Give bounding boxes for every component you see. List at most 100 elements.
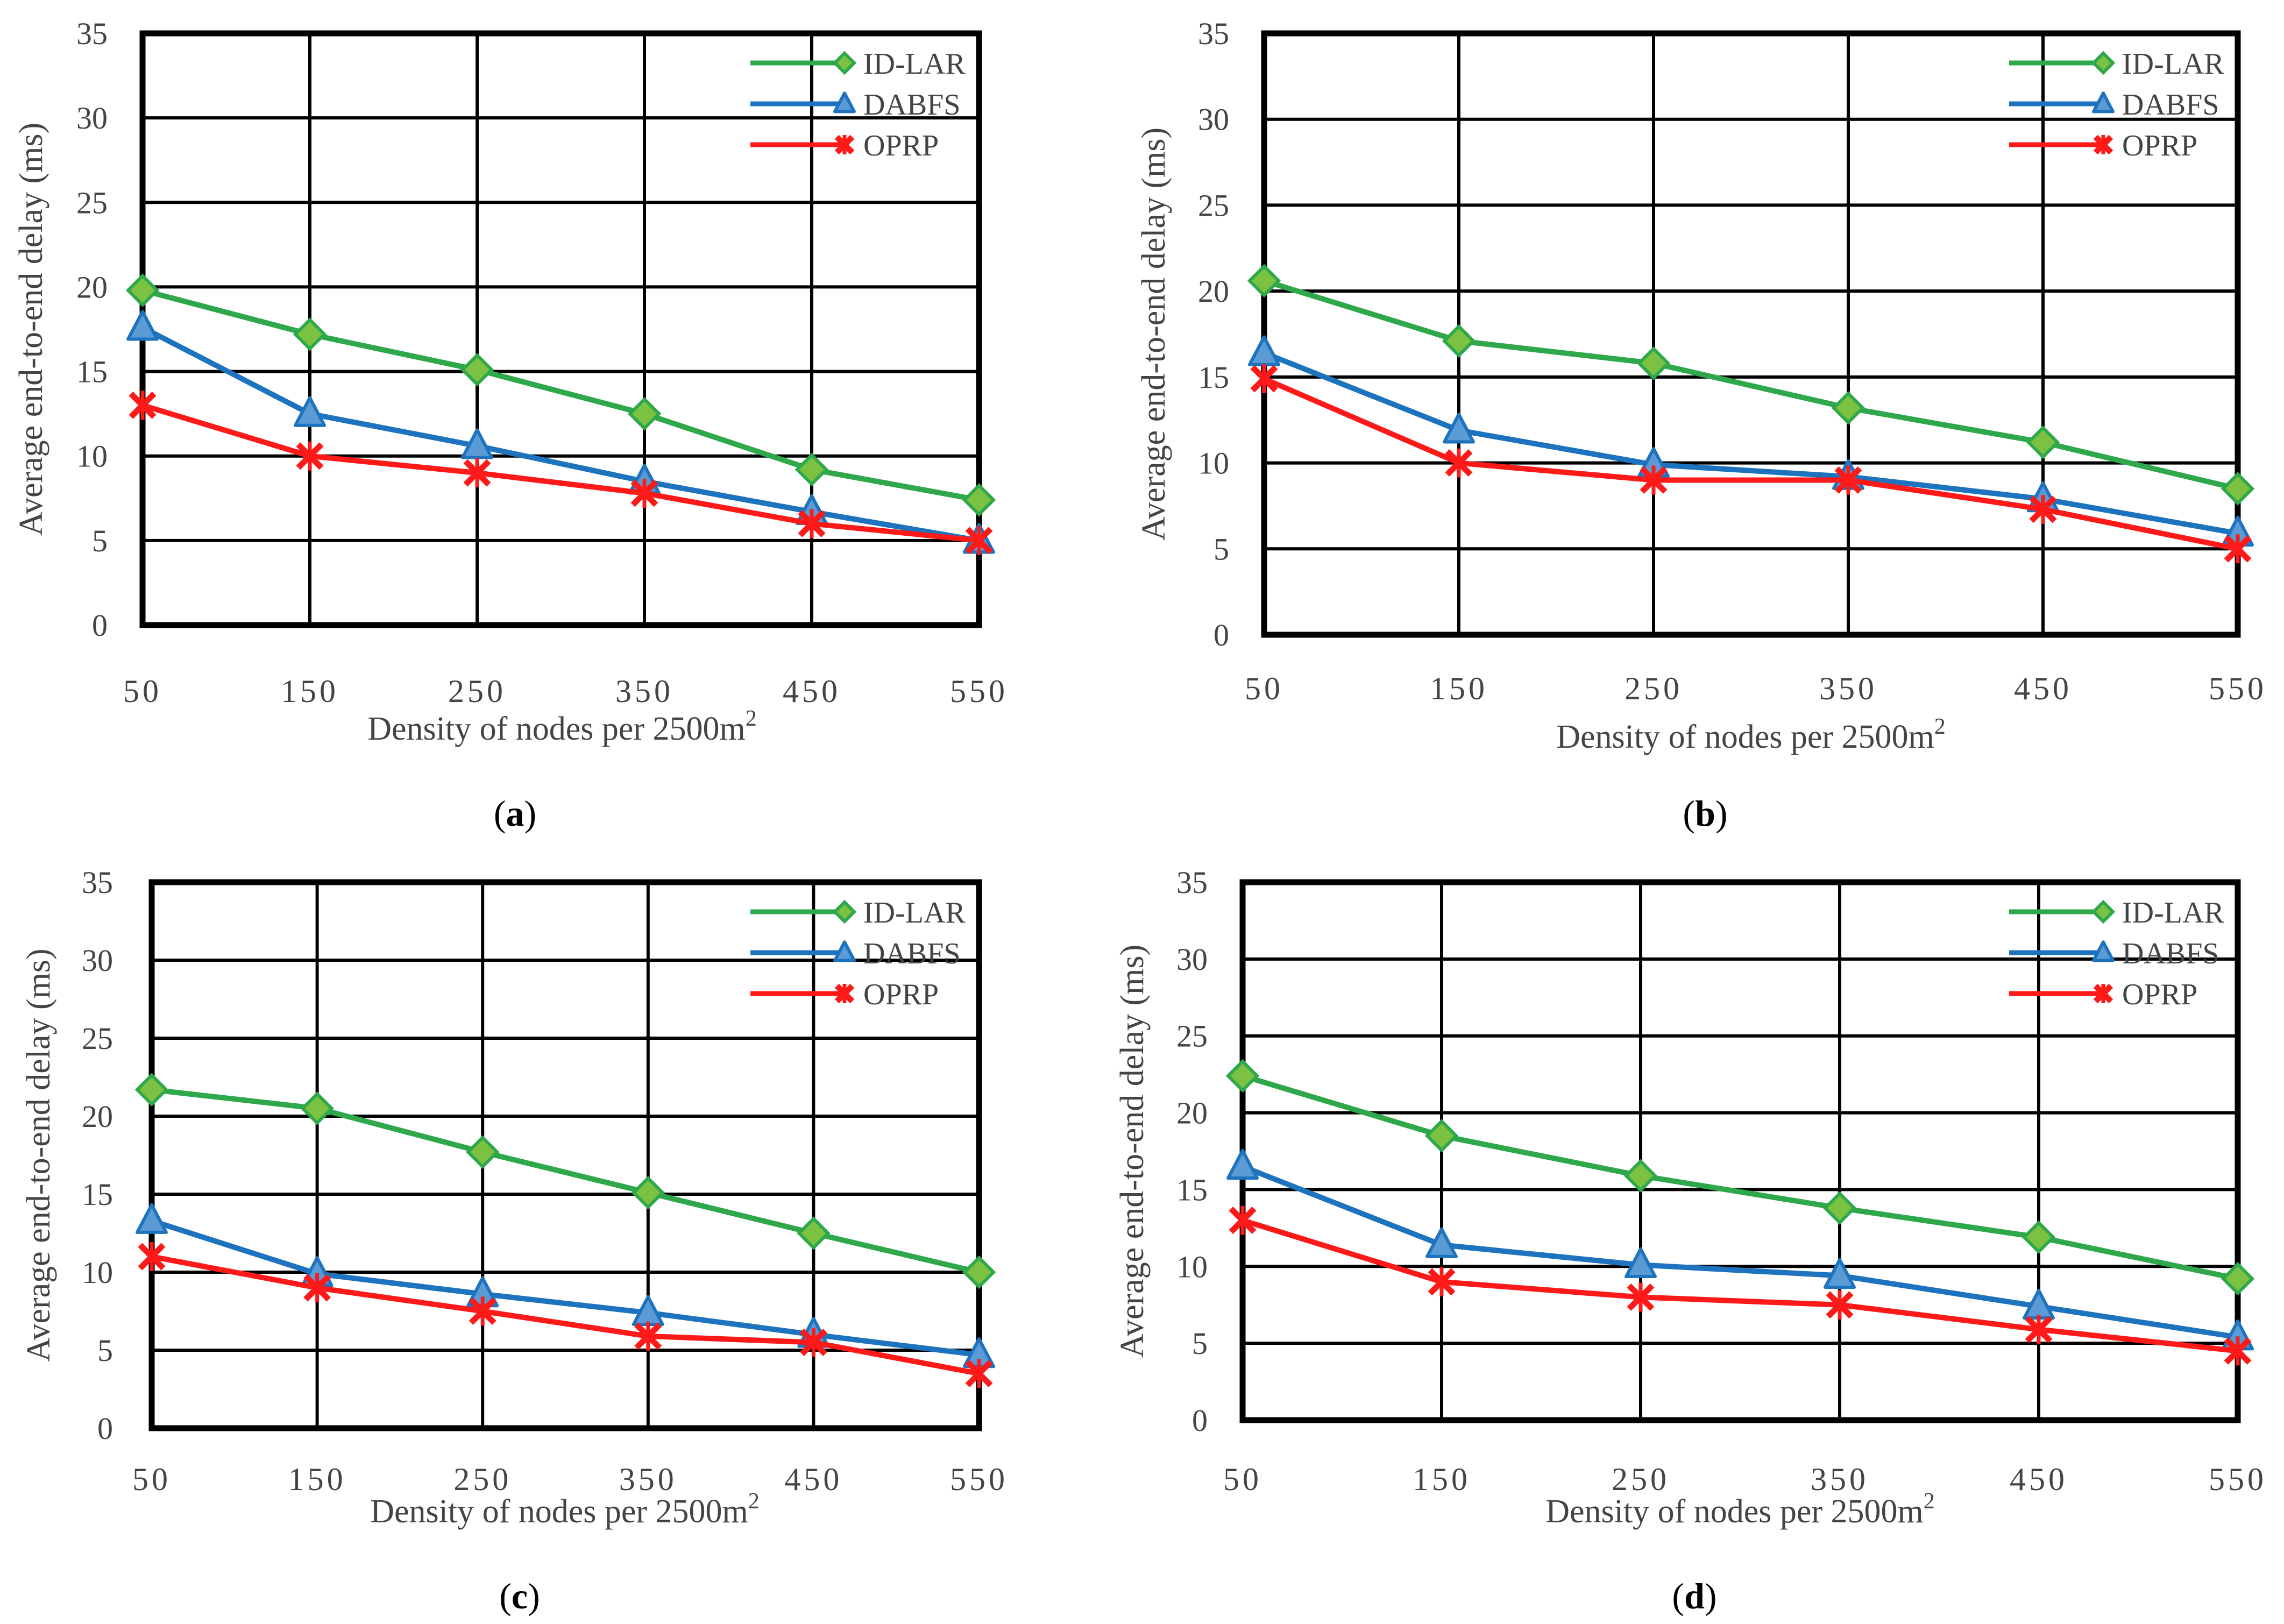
y-tick-label: 35 [82, 865, 113, 900]
data-point [1229, 1205, 1257, 1235]
x-tick-label: 150 [288, 1462, 346, 1497]
series-line [1240, 1217, 2240, 1354]
y-tick-label: 30 [1176, 942, 1208, 977]
y-tick-label: 35 [1176, 865, 1208, 900]
series-line [1261, 376, 2240, 552]
series-dabfs [1248, 335, 2254, 547]
legend-item-oprp: OPRP [2009, 978, 2197, 1011]
x-tick-label: 250 [1625, 671, 1683, 706]
panel-label: (b) [1683, 793, 1727, 834]
panel-label: (a) [494, 793, 536, 834]
data-point [1425, 1227, 1458, 1258]
legend-marker [2091, 51, 2116, 75]
data-point [2224, 1336, 2252, 1366]
x-axis-title: Density of nodes per 2500m2 [370, 1489, 760, 1530]
x-tick-label: 50 [132, 1462, 171, 1497]
series-dabfs [136, 1203, 995, 1368]
data-point [630, 478, 658, 508]
legend-item-dabfs: DABFS [750, 88, 961, 122]
data-point [1226, 1148, 1259, 1180]
y-tick-label: 20 [1198, 274, 1229, 309]
data-point [2021, 1220, 2056, 1254]
data-point [138, 1242, 166, 1271]
legend-marker [832, 899, 857, 924]
y-tick-label: 0 [97, 1411, 113, 1446]
series-line [140, 324, 982, 543]
legend-label: OPRP [863, 978, 939, 1011]
y-tick-label: 10 [1176, 1249, 1208, 1284]
gridlines [1262, 32, 2239, 636]
data-point [631, 1175, 665, 1210]
legend: ID-LAR DABFS OPRP [2009, 47, 2224, 162]
y-tick-label: 5 [97, 1333, 113, 1368]
x-axis-title-sup: 2 [746, 706, 757, 731]
y-axis-title: Average end-to-end delay (ms) [1136, 127, 1172, 541]
x-tick-label: 450 [784, 1462, 842, 1497]
y-tick-label: 15 [82, 1177, 113, 1212]
y-tick-label: 0 [1214, 618, 1229, 653]
data-point [469, 1296, 496, 1326]
data-point [798, 509, 826, 538]
panel-label-letter: a [506, 793, 524, 834]
y-tick-label: 35 [76, 16, 108, 51]
data-point [1636, 346, 1671, 380]
series-oprp [1250, 364, 2252, 564]
legend: ID-LAR DABFS OPRP [750, 896, 966, 1011]
x-axis-title: Density of nodes per 2500m2 [1545, 1489, 1935, 1530]
x-tick-label: 150 [1413, 1462, 1471, 1497]
series-oprp [1229, 1205, 2252, 1366]
data-point [296, 441, 324, 471]
series-line [149, 1254, 982, 1377]
panel-label-close: ) [524, 793, 537, 834]
data-point [1247, 264, 1281, 298]
y-tick-label: 0 [1192, 1403, 1208, 1438]
y-tick-label: 0 [92, 608, 108, 643]
y-tick-label: 30 [82, 943, 113, 978]
legend-label: OPRP [2122, 978, 2197, 1011]
plot-frame [139, 30, 982, 628]
y-tick-label: 5 [1214, 531, 1229, 566]
chart-panel-a: 0 5 10 15 20 25 30 35 50 150 250 350 450 550 Density o… [13, 16, 1005, 834]
x-tick-label: 50 [1245, 671, 1283, 706]
data-point [294, 396, 326, 427]
x-tick-label: 450 [2014, 671, 2072, 706]
legend-label: DABFS [2122, 937, 2219, 970]
x-tick-label: 350 [619, 1462, 677, 1497]
y-tick-label: 5 [1192, 1326, 1208, 1361]
panel-label-letter: d [1684, 1576, 1705, 1616]
data-point [2026, 425, 2060, 459]
panel-label: (c) [499, 1576, 540, 1616]
series-id-lar [134, 1073, 996, 1289]
data-point [962, 1255, 996, 1289]
legend-marker [833, 91, 856, 114]
x-axis-title-text: Density of nodes per 2500m [367, 711, 746, 747]
panel-label-open: ( [1683, 793, 1695, 834]
data-point [1428, 1267, 1456, 1296]
series-dabfs [126, 310, 995, 554]
legend-item-oprp: OPRP [750, 978, 939, 1011]
x-axis-title-sup: 2 [1934, 714, 1946, 739]
legend-item-oprp: OPRP [750, 129, 939, 162]
y-tick-label: 25 [82, 1021, 113, 1056]
y-tick-label: 20 [1176, 1096, 1208, 1131]
data-point [2029, 494, 2057, 524]
data-point [1834, 465, 1862, 495]
legend-item-id-lar: ID-LAR [2009, 47, 2224, 81]
series-oprp [138, 1242, 993, 1388]
y-axis-title: Average end-to-end delay (ms) [20, 948, 57, 1361]
data-point [1225, 1059, 1260, 1093]
chart-panel-d: 0 5 10 15 20 25 30 35 50 150 250 350 450 550 Density o… [1114, 865, 2267, 1616]
x-tick-label: 550 [2209, 1462, 2267, 1497]
x-tick-label: 250 [448, 673, 506, 709]
data-point [797, 1216, 831, 1250]
data-point [627, 396, 662, 431]
y-tick-label: 25 [76, 185, 108, 220]
data-point [2221, 472, 2255, 506]
legend-item-id-lar: ID-LAR [750, 47, 966, 81]
legend-label: OPRP [2122, 129, 2197, 162]
data-point [1443, 413, 1475, 444]
legend-marker [2093, 134, 2113, 155]
panel-label-open: ( [494, 793, 506, 834]
y-tick-label: 25 [1176, 1019, 1208, 1054]
legend-label: DABFS [863, 937, 961, 970]
